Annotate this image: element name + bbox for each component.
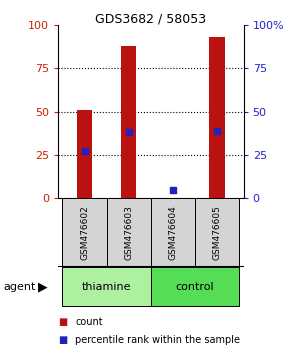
Point (171, 187, 175, 193)
Bar (121, 46, 136, 198)
Text: GSM476605: GSM476605 (213, 205, 222, 260)
Bar (107, 198, 151, 267)
Text: ■: ■ (58, 335, 67, 345)
Text: agent: agent (3, 282, 35, 292)
Text: count: count (75, 317, 103, 327)
Bar (62, 267, 151, 306)
Text: GSM476604: GSM476604 (168, 205, 177, 260)
Point (215, 128, 220, 133)
Text: GSM476602: GSM476602 (80, 205, 89, 260)
Point (126, 130, 131, 135)
Point (82, 149, 87, 154)
Text: ■: ■ (58, 317, 67, 327)
Bar (77, 110, 92, 198)
Text: ▶: ▶ (38, 280, 47, 293)
Bar (62, 198, 107, 267)
Bar (209, 37, 225, 198)
Text: thiamine: thiamine (82, 282, 131, 292)
Bar (151, 198, 195, 267)
Text: GSM476603: GSM476603 (124, 205, 133, 260)
Text: GDS3682 / 58053: GDS3682 / 58053 (95, 12, 206, 25)
Text: control: control (176, 282, 214, 292)
Bar (195, 198, 239, 267)
Bar (151, 267, 239, 306)
Text: percentile rank within the sample: percentile rank within the sample (75, 335, 240, 345)
